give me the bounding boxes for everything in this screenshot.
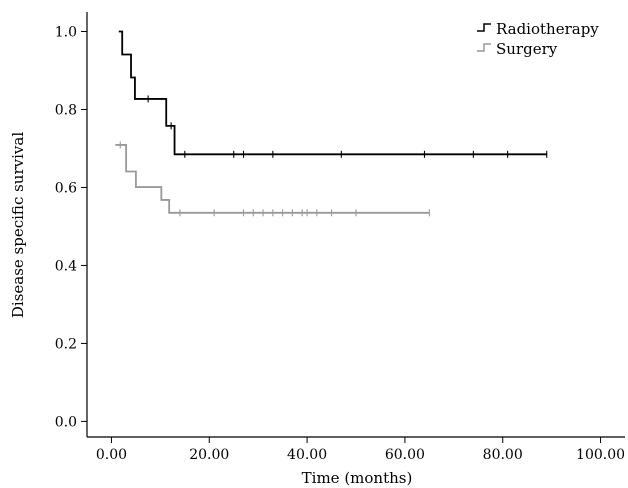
x-tick-label: 0.00 <box>96 447 127 463</box>
legend-label: Surgery <box>496 40 558 58</box>
x-tick-label: 100.00 <box>576 447 625 463</box>
legend-label: Radiotherapy <box>496 20 599 38</box>
x-tick-label: 60.00 <box>385 447 425 463</box>
series-line-radiotherapy <box>118 30 547 156</box>
y-tick-label: 1.0 <box>55 24 77 40</box>
plot-area <box>115 30 548 217</box>
y-tick-label: 0.4 <box>55 258 77 274</box>
series-surgery <box>115 141 430 217</box>
series-radiotherapy <box>118 30 548 158</box>
y-tick-label: 0.0 <box>55 414 77 430</box>
legend-swatch <box>477 43 491 52</box>
axes: 0.00 20.00 40.00 60.00 80.00 100.00 0.0 0.2 0.4 0… <box>55 12 625 463</box>
legend: Radiotherapy Surgery <box>477 20 599 58</box>
x-tick-label: 40.00 <box>287 447 327 463</box>
y-tick-label: 0.2 <box>55 336 77 352</box>
y-tick-label: 0.8 <box>55 102 77 118</box>
legend-item-surgery: Surgery <box>477 40 558 58</box>
y-tick-label: 0.6 <box>55 180 77 196</box>
legend-item-radiotherapy: Radiotherapy <box>477 20 599 38</box>
x-axis-title: Time (months) <box>302 469 413 487</box>
y-axis-title: Disease specific survival <box>9 132 27 318</box>
legend-swatch <box>477 23 491 32</box>
series-line-surgery <box>115 144 430 214</box>
x-tick-label: 20.00 <box>189 447 229 463</box>
x-tick-label: 80.00 <box>483 447 523 463</box>
